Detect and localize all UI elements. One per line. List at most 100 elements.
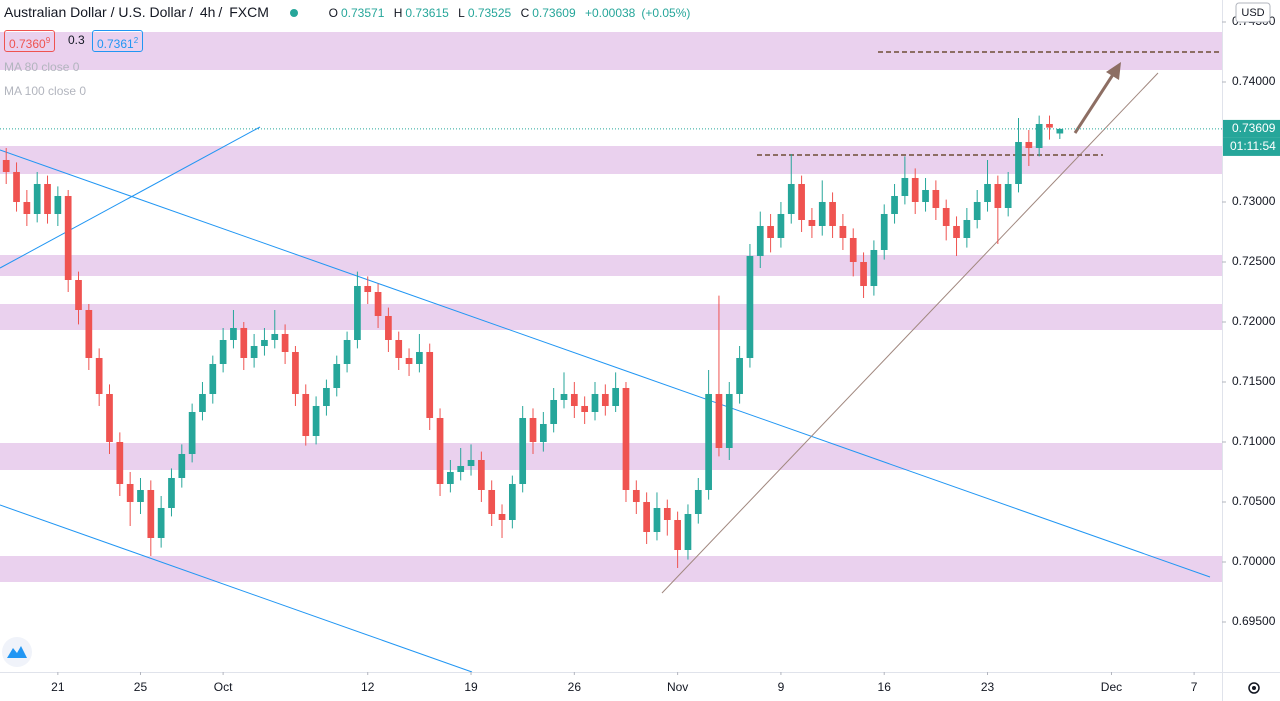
y-tick-label: 0.72000 [1232, 314, 1276, 328]
price-tag [1223, 119, 1280, 138]
x-tick-label: 19 [464, 680, 478, 694]
candle-body [849, 237, 857, 262]
trend-line [0, 126, 261, 269]
label: C [520, 6, 530, 20]
y-tick-label: 0.74000 [1232, 74, 1276, 88]
trend-line [661, 72, 1159, 594]
candle-body [942, 207, 950, 226]
countdown: 01:11:54 [1230, 139, 1276, 153]
y-tick-label: 0.73000 [1232, 194, 1276, 208]
label: O [328, 6, 338, 20]
candle-body [188, 411, 196, 454]
value: 0.73571 [341, 6, 385, 20]
candle-body [44, 183, 51, 214]
drawings [0, 51, 1222, 673]
candle-body [467, 459, 475, 466]
candle-body [767, 225, 774, 238]
axes: 0.69500 0.70000 0.70500 0.71000 0.71500 0.720… [51, 14, 1280, 694]
candle-body [839, 225, 847, 238]
trend-line [0, 504, 473, 673]
y-tick-label: 0.72500 [1232, 254, 1276, 268]
candle-body [829, 201, 836, 226]
candle-body [23, 201, 31, 214]
symbol: Australian Dollar / U.S. Dollar [4, 4, 187, 20]
candle-body [705, 393, 712, 490]
bid-sup: 9 [45, 36, 51, 45]
zones [0, 32, 1222, 582]
candle-body [994, 183, 1002, 208]
indicator[interactable]: MA 100 close 0 [4, 84, 87, 98]
arrow [1073, 72, 1116, 134]
indicator[interactable]: MA 80 close 0 [4, 60, 80, 74]
candle-body [1056, 128, 1064, 134]
x-tick-label: 16 [878, 680, 892, 694]
candle-body [385, 315, 392, 340]
candle-body [570, 393, 578, 406]
candle-body [581, 405, 589, 412]
candle-body [106, 393, 113, 442]
value: 0.73615 [405, 6, 449, 20]
change-pct: (+0.05%) [641, 6, 691, 20]
x-tick-label: Nov [667, 680, 688, 694]
candle-body [663, 507, 671, 520]
candle-body [447, 471, 454, 484]
currency: USD [1241, 7, 1264, 19]
candle-body [364, 285, 372, 292]
candle-body [281, 333, 289, 352]
logo[interactable] [2, 637, 32, 667]
candle-body [168, 477, 175, 508]
candle-body [643, 501, 650, 532]
candle-body [85, 309, 93, 358]
label: H [393, 6, 403, 20]
candle-body [508, 483, 516, 520]
candle-body [550, 399, 558, 424]
currency-box[interactable] [1235, 2, 1271, 23]
candle-body [601, 393, 609, 406]
candle-body [684, 513, 692, 550]
candle-body [591, 393, 599, 412]
candle-body [354, 285, 361, 340]
candle-body [240, 327, 248, 358]
candle-body [312, 405, 320, 436]
candle-body [746, 255, 754, 358]
ohlc: O 0.73571 H 0.73615 L 0.73525 C 0.73609 +0.0… [329, 6, 697, 20]
arrow-head [1106, 62, 1121, 80]
candle-body [405, 357, 413, 364]
interval: 4h [199, 4, 216, 20]
plot [0, 115, 1222, 568]
candle-body [891, 195, 898, 214]
candle-body [54, 195, 62, 214]
candle-body [632, 489, 640, 502]
candle-body [343, 339, 351, 364]
value: 0.73609 [532, 6, 576, 20]
candle-body [13, 171, 20, 202]
settings-icon[interactable] [1248, 682, 1260, 694]
candle-body [436, 417, 444, 484]
candle-body [33, 183, 41, 214]
countdown-tag [1223, 137, 1280, 156]
ask-button[interactable]: 0.73612 [92, 30, 144, 52]
y-tick-label: 0.70000 [1232, 554, 1276, 568]
candle-body [488, 489, 496, 514]
candle-body [622, 387, 630, 490]
change: +0.00038 [584, 6, 636, 20]
bid-button[interactable]: 0.73609 [4, 30, 56, 52]
x-tick-label: Oct [214, 680, 233, 694]
candle-body [2, 159, 10, 172]
candle-body [808, 219, 816, 226]
candle-body [1046, 123, 1053, 128]
spread: 0.3 [68, 33, 85, 47]
status-dot [289, 9, 298, 17]
candle-body [860, 261, 867, 286]
candle-body [932, 189, 940, 208]
candle-body [787, 183, 795, 214]
candle-body [126, 483, 134, 502]
candle-body [694, 489, 702, 514]
candle-body [529, 417, 537, 442]
candle-body [1035, 123, 1043, 148]
support-zone [0, 556, 1222, 582]
candle-body [777, 213, 785, 238]
header: Australian Dollar / U.S. Dollar/ 4h / FXC… [4, 4, 699, 20]
